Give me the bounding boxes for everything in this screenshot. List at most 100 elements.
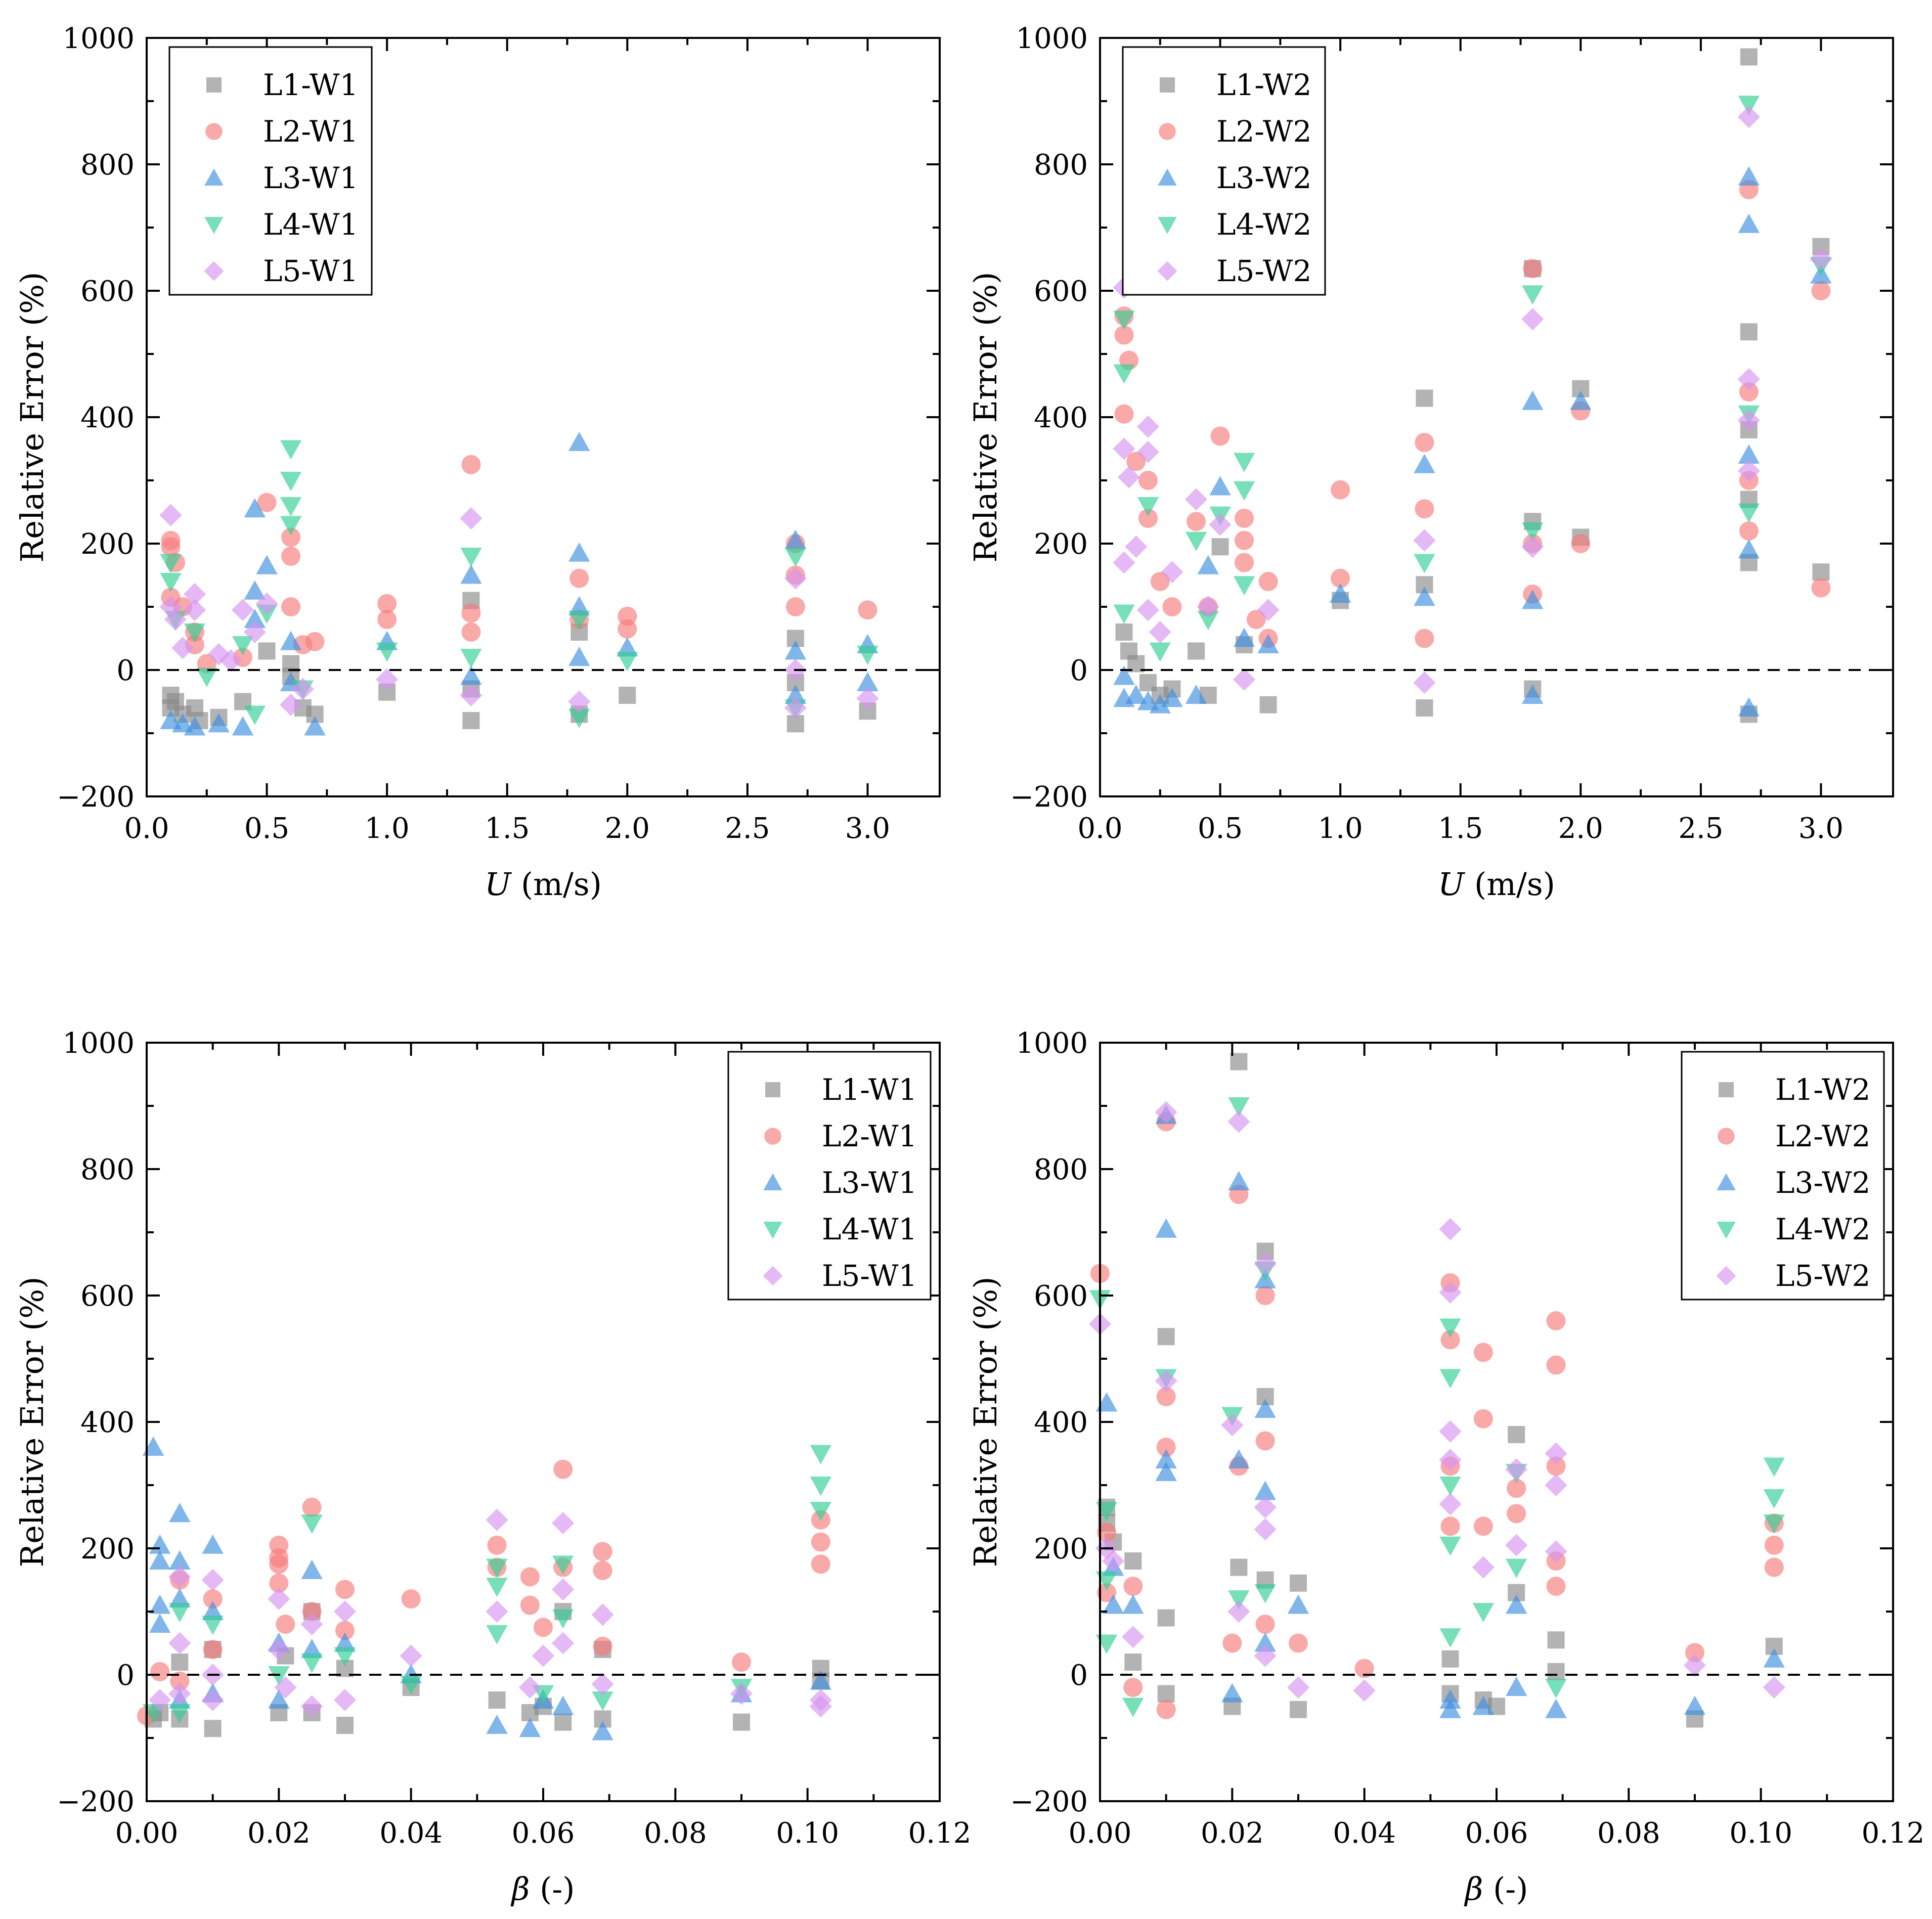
y-tick-label: 600 (1034, 275, 1088, 308)
data-point-l4 (1095, 1571, 1118, 1591)
data-point-l2 (1138, 470, 1158, 490)
data-point-l3 (784, 529, 807, 549)
x-tick-label: 1.5 (1438, 812, 1483, 845)
data-point-l4 (280, 497, 302, 517)
data-point-l3 (1329, 583, 1351, 603)
data-point-l4 (301, 1654, 323, 1673)
data-point-l4 (460, 548, 482, 567)
data-point-l3 (1254, 1481, 1276, 1500)
data-point-l3 (1185, 684, 1207, 704)
data-point-l5 (159, 595, 182, 618)
data-point-l5 (376, 668, 399, 691)
data-point-l4 (1522, 522, 1544, 542)
data-point-l4 (486, 1558, 508, 1578)
data-point-l5 (168, 1682, 191, 1705)
data-point-l5 (274, 1676, 297, 1699)
data-point-l2 (1246, 609, 1266, 630)
y-tick-label: −200 (57, 1786, 135, 1818)
legend-label-l4: L4-W1 (263, 207, 358, 242)
data-point-l5 (168, 1566, 191, 1588)
legend-label-l5: L5-W1 (822, 1259, 917, 1293)
x-tick-label: 0.0 (124, 812, 169, 845)
data-point-l1 (1124, 1654, 1142, 1671)
data-point-l3 (1522, 590, 1544, 609)
data-point-l4 (1763, 1514, 1785, 1534)
data-point-l3 (1254, 1632, 1276, 1652)
data-point-l4 (810, 1477, 832, 1496)
data-point-l4 (568, 611, 590, 631)
legend-marker-l4 (763, 1222, 782, 1239)
data-point-l2 (1764, 1535, 1784, 1555)
data-point-l2 (1255, 1614, 1275, 1634)
legend-marker-l2 (205, 123, 223, 140)
data-point-l4 (1113, 310, 1135, 330)
y-tick-label: 0 (116, 1659, 135, 1692)
y-tick-label: 200 (1034, 1533, 1088, 1566)
y-tick-label: 600 (1034, 1280, 1088, 1313)
data-point-l3 (1233, 628, 1255, 647)
y-tick-label: 800 (80, 1153, 135, 1186)
data-point-l4 (1233, 481, 1255, 501)
legend-box (1122, 46, 1326, 296)
x-tick-label: 1.0 (1318, 812, 1363, 845)
data-point-l5 (333, 1600, 357, 1623)
legend-marker-l2 (1159, 123, 1176, 140)
data-point-l2 (1811, 281, 1831, 301)
y-tick-label: 400 (1034, 401, 1088, 434)
data-point-l3 (1414, 454, 1435, 473)
y-tick-label: 400 (80, 1406, 135, 1439)
data-point-l2 (257, 493, 277, 512)
data-point-l5 (1737, 409, 1761, 432)
data-point-l3 (460, 665, 482, 685)
legend-label-l4: L4-W2 (1775, 1212, 1870, 1246)
data-point-l1 (1547, 1663, 1565, 1680)
legend-marker-l5 (1157, 261, 1177, 281)
data-point-l2 (281, 527, 301, 547)
data-point-l3 (208, 713, 230, 733)
data-point-l2 (1473, 1516, 1493, 1536)
data-point-l5 (460, 507, 482, 530)
data-point-l3 (1545, 1699, 1567, 1718)
data-point-l5 (164, 608, 187, 631)
data-point-l3 (169, 1588, 191, 1608)
data-point-l3 (1684, 1695, 1706, 1715)
legend-label-l2: L2-W2 (1775, 1119, 1870, 1153)
x-tick-label: 0.5 (244, 812, 289, 845)
x-tick-label: 2.0 (1558, 812, 1603, 845)
data-point-l5 (1737, 368, 1761, 391)
data-point-l5 (1505, 1458, 1528, 1481)
x-tick-label: 0.08 (1597, 1817, 1660, 1850)
data-point-l5 (591, 1673, 614, 1695)
data-point-l5 (1521, 308, 1544, 331)
data-point-l2 (1097, 1523, 1117, 1542)
data-point-l3 (160, 709, 182, 729)
data-point-l2 (1415, 499, 1434, 519)
data-point-l5 (1683, 1654, 1706, 1677)
data-point-l5 (1545, 1540, 1567, 1563)
chart-panel-2: 0.0 0.5 1.0 1.5 2.0 2.5 3.0 −200 0 200 400 600 800 10… (967, 22, 1894, 903)
data-point-l2 (302, 1497, 322, 1517)
legend-label-l5: L5-W2 (1775, 1259, 1870, 1293)
data-point-l2 (1114, 404, 1134, 424)
data-point-l4 (1472, 1603, 1495, 1623)
data-point-l3 (1122, 1594, 1144, 1614)
data-point-l4 (280, 440, 302, 460)
x-tick-label: 0.02 (1201, 1817, 1264, 1850)
data-point-l3 (244, 498, 266, 518)
data-point-l2 (1162, 597, 1182, 617)
data-point-l5 (591, 1603, 614, 1626)
data-point-l4 (486, 1625, 508, 1644)
data-point-l4 (1233, 576, 1255, 596)
data-point-l5 (1257, 599, 1280, 621)
data-point-l5 (201, 1569, 224, 1591)
data-point-l5 (279, 693, 302, 716)
data-point-l5 (784, 567, 807, 590)
data-point-l3 (1228, 1171, 1250, 1190)
data-point-l4 (1738, 503, 1760, 523)
data-point-l2 (1187, 512, 1206, 531)
data-point-l4 (1137, 497, 1159, 517)
data-point-l5 (1439, 1281, 1462, 1304)
data-point-l2 (1126, 452, 1146, 471)
data-point-l2 (1235, 530, 1254, 550)
data-point-l4 (1738, 96, 1760, 115)
